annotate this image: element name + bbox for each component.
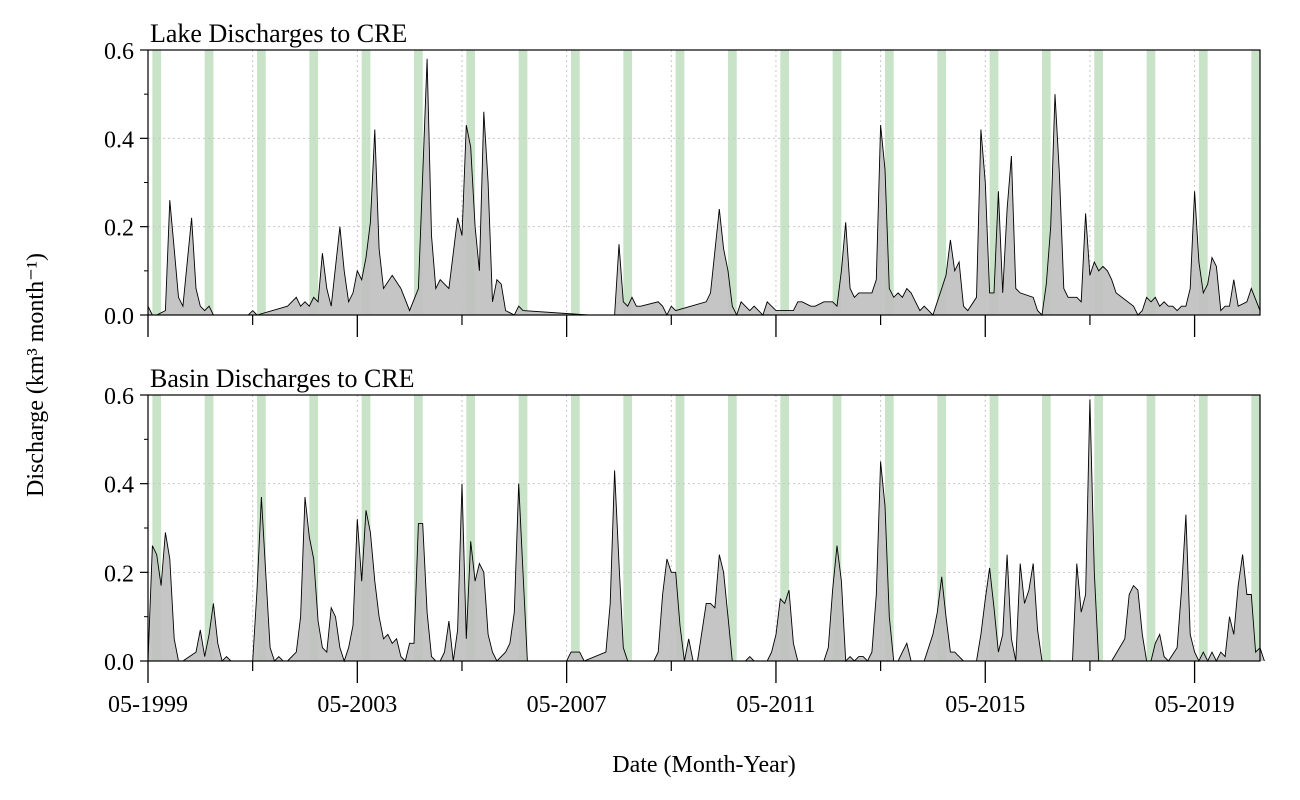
shaded-band (1041, 50, 1051, 315)
y-tick-label: 0.2 (104, 216, 134, 242)
shaded-band (309, 50, 319, 315)
shaded-band (937, 395, 947, 661)
discharge-line (147, 399, 1265, 663)
shaded-band (1094, 395, 1104, 661)
shaded-band (570, 50, 580, 315)
y-tick-label: 0.6 (104, 39, 134, 65)
shaded-band (204, 50, 214, 315)
shaded-band (309, 395, 319, 661)
shaded-band (152, 50, 162, 315)
panel-1: 0.0 0.2 0.4 0.6 Lake Discharges to CRE (104, 19, 1261, 337)
y-axis-label: Discharge (km³ month⁻¹) (23, 253, 49, 497)
shaded-band (989, 50, 999, 315)
shaded-band (1251, 395, 1260, 661)
shaded-band (466, 395, 476, 661)
x-tick-label: 05-2011 (736, 692, 815, 718)
shaded-band (623, 50, 633, 315)
x-tick-label: 05-1999 (108, 692, 188, 718)
shaded-band (884, 395, 894, 661)
panel-title: Basin Discharges to CRE (150, 364, 415, 393)
panel-2: 0.0 0.2 0.4 0.6 Basin Discharges to CRE (104, 364, 1265, 683)
shaded-band (518, 395, 528, 661)
shaded-band (1251, 50, 1260, 315)
shaded-band (937, 50, 947, 315)
shaded-band (727, 50, 737, 315)
shaded-band (884, 50, 894, 315)
x-tick-label: 05-2019 (1155, 692, 1235, 718)
shaded-band (675, 50, 685, 315)
shaded-band (780, 395, 790, 661)
panel-title: Lake Discharges to CRE (150, 19, 407, 48)
shaded-band (832, 50, 842, 315)
x-axis-label: Date (Month-Year) (612, 752, 796, 778)
y-tick-label: 0.2 (104, 561, 134, 587)
shaded-band (414, 50, 423, 315)
shaded-band (1198, 395, 1208, 661)
shaded-band (257, 50, 266, 315)
shaded-band (675, 395, 685, 661)
shaded-band (204, 395, 214, 661)
y-tick-label: 0.4 (104, 127, 134, 153)
shaded-band (518, 50, 528, 315)
discharge-line (147, 58, 1261, 317)
x-tick-label: 05-2015 (945, 692, 1025, 718)
y-tick-label: 0.0 (104, 304, 134, 330)
shaded-band (989, 395, 999, 661)
shaded-band (570, 395, 580, 661)
shaded-band (152, 395, 162, 661)
shaded-band (727, 395, 737, 661)
discharge-area (148, 399, 1265, 661)
x-tick-label: 05-2003 (317, 692, 397, 718)
shaded-band (361, 50, 371, 315)
x-tick-label: 05-2007 (527, 692, 607, 718)
shaded-band (1094, 50, 1104, 315)
shaded-band (832, 395, 842, 661)
y-tick-label: 0.6 (104, 384, 134, 410)
y-tick-label: 0.0 (104, 650, 134, 676)
shaded-band (1146, 50, 1156, 315)
shaded-band (1198, 50, 1208, 315)
shaded-band (623, 395, 633, 661)
shaded-band (780, 50, 790, 315)
shaded-band (1041, 395, 1051, 661)
y-tick-label: 0.4 (104, 473, 134, 499)
discharge-area (148, 58, 1260, 316)
shaded-band (1146, 395, 1156, 661)
